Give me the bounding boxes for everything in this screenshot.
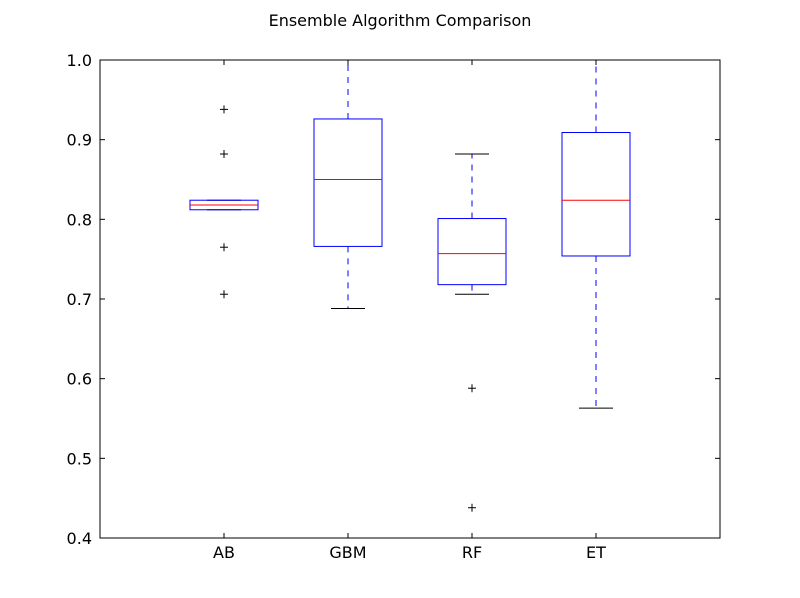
y-tick-label: 0.8 [67, 210, 92, 229]
x-tick-label: RF [462, 543, 482, 562]
x-tick-label: AB [213, 543, 235, 562]
box-rf [437, 153, 507, 512]
y-tick-label: 0.5 [67, 449, 92, 468]
outlier-marker [220, 150, 228, 159]
outlier-marker [220, 105, 228, 114]
outlier-marker [220, 243, 228, 252]
outlier-marker [468, 503, 476, 512]
axes-frame [99, 59, 721, 539]
box-gbm [313, 59, 383, 310]
y-tick-label: 0.9 [67, 131, 92, 150]
x-tick-label: ET [586, 543, 606, 562]
y-tick-label: 0.7 [67, 290, 92, 309]
y-tick-label: 0.6 [67, 370, 92, 389]
plot-area [189, 59, 631, 512]
box-et [561, 59, 631, 409]
chart-title: Ensemble Algorithm Comparison [269, 11, 532, 30]
box-body [437, 218, 507, 286]
box-ab [189, 105, 259, 299]
outlier-marker [468, 384, 476, 393]
y-tick-label: 1.0 [67, 51, 92, 70]
x-tick-label: GBM [329, 543, 366, 562]
tick-layer: 0.4 0.5 0.6 0.7 0.8 0.9 1.0 AB GBM RF ET [67, 51, 720, 562]
y-tick-label: 0.4 [67, 529, 92, 548]
box-body [313, 118, 383, 247]
outlier-marker [220, 290, 228, 299]
box-body [561, 131, 631, 257]
